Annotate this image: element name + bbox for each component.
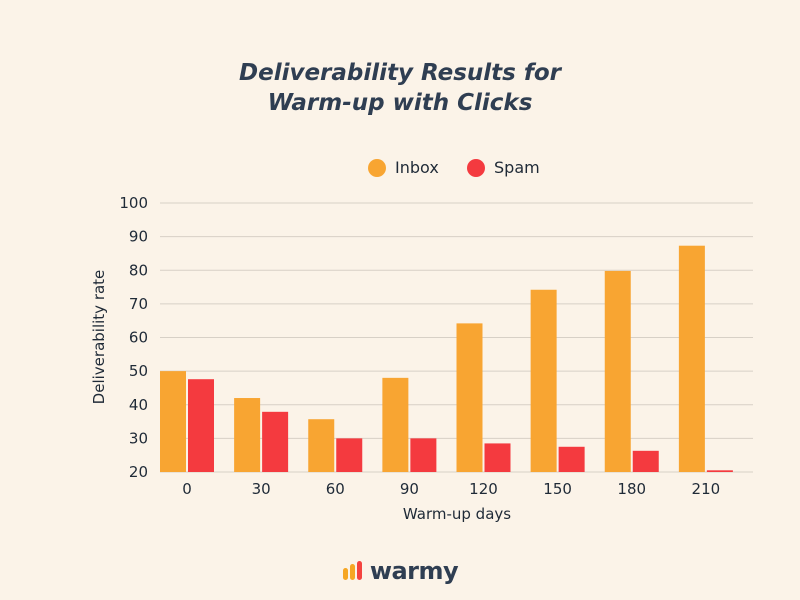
x-tick-label-210: 210 (692, 480, 721, 498)
bar-spam-180 (632, 450, 659, 472)
bar-group (160, 245, 733, 472)
bar-inbox-90 (382, 377, 409, 472)
x-tick-label-150: 150 (543, 480, 572, 498)
x-tick-label-0: 0 (182, 480, 192, 498)
y-tick-label-80: 80 (129, 261, 148, 279)
y-tick-label-30: 30 (129, 429, 148, 447)
bar-spam-150 (558, 446, 585, 472)
legend-label-spam: Spam (494, 158, 540, 177)
y-tick-label-70: 70 (129, 295, 148, 313)
bar-spam-30 (262, 411, 289, 472)
x-tick-label-90: 90 (400, 480, 419, 498)
brand-logo: warmy (0, 557, 800, 585)
bar-spam-120 (484, 443, 511, 472)
legend-item-inbox: Inbox (368, 158, 439, 177)
x-tick-label-60: 60 (326, 480, 345, 498)
bar-inbox-150 (530, 289, 557, 472)
bar-inbox-180 (604, 270, 631, 472)
chart-title: Deliverability Results for Warm-up with … (0, 58, 800, 118)
bar-inbox-210 (678, 245, 705, 472)
y-tick-label-20: 20 (129, 463, 148, 481)
y-tick-label-50: 50 (129, 362, 148, 380)
bar-spam-90 (410, 438, 437, 472)
y-tick-label-90: 90 (129, 228, 148, 246)
y-tick-label-40: 40 (129, 396, 148, 414)
bar-spam-0 (188, 379, 214, 472)
legend-swatch-spam (467, 158, 485, 177)
y-axis-label: Deliverability rate (90, 270, 108, 405)
y-tick-label-60: 60 (129, 329, 148, 347)
chart-title-line-1: Deliverability Results for (239, 60, 561, 86)
bar-inbox-30 (234, 398, 261, 472)
bar-spam-210 (706, 470, 733, 472)
axis-tick-labels: 20 30 40 50 60 70 80 90 100 0 30 60 90 120 150 180 210 (119, 194, 720, 498)
chart-legend: Inbox Spam (0, 158, 800, 184)
x-axis-label: Warm-up days (403, 505, 511, 523)
legend-label-inbox: Inbox (395, 158, 439, 177)
bar-spam-60 (336, 438, 363, 472)
bar-inbox-60 (308, 419, 335, 472)
x-tick-label-180: 180 (617, 480, 646, 498)
legend-swatch-inbox (368, 158, 386, 177)
bar-inbox-0 (160, 371, 186, 472)
legend-item-spam: Spam (467, 158, 540, 177)
chart-title-line-2: Warm-up with Clicks (267, 90, 533, 116)
flame-bars-icon (342, 561, 362, 580)
brand-name: warmy (369, 557, 459, 585)
bar-inbox-120 (456, 323, 483, 472)
y-tick-label-100: 100 (119, 194, 148, 212)
x-tick-label-30: 30 (252, 480, 271, 498)
x-tick-label-120: 120 (469, 480, 498, 498)
